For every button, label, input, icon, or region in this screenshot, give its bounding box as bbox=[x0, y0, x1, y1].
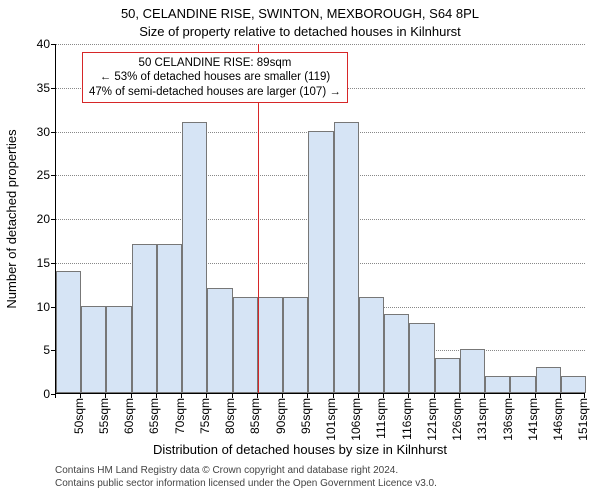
x-tick-mark bbox=[509, 394, 510, 398]
x-tick-mark bbox=[383, 394, 384, 398]
x-tick-label: 146sqm bbox=[551, 398, 565, 444]
chart-title-sub: Size of property relative to detached ho… bbox=[0, 24, 600, 39]
x-tick-mark bbox=[535, 394, 536, 398]
y-tick-label: 10 bbox=[20, 300, 50, 314]
attribution-text: Contains HM Land Registry data © Crown c… bbox=[55, 464, 585, 490]
x-tick-mark bbox=[232, 394, 233, 398]
histogram-bar bbox=[435, 358, 460, 393]
x-tick-label: 111sqm bbox=[374, 398, 388, 444]
attribution-line1: Contains HM Land Registry data © Crown c… bbox=[55, 464, 585, 477]
histogram-bar bbox=[106, 306, 131, 394]
histogram-bar bbox=[485, 376, 510, 394]
x-tick-mark bbox=[80, 394, 81, 398]
x-tick-mark bbox=[459, 394, 460, 398]
x-tick-mark bbox=[156, 394, 157, 398]
x-tick-label: 121sqm bbox=[425, 398, 439, 444]
chart-title-main: 50, CELANDINE RISE, SWINTON, MEXBOROUGH,… bbox=[0, 6, 600, 21]
x-tick-label: 70sqm bbox=[173, 398, 187, 444]
y-tick-mark bbox=[51, 307, 55, 308]
histogram-bar bbox=[283, 297, 308, 393]
histogram-bar bbox=[334, 122, 359, 393]
histogram-bar bbox=[384, 314, 409, 393]
x-tick-label: 151sqm bbox=[576, 398, 590, 444]
x-tick-mark bbox=[584, 394, 585, 398]
x-tick-mark bbox=[206, 394, 207, 398]
histogram-bar bbox=[409, 323, 434, 393]
y-tick-label: 20 bbox=[20, 212, 50, 226]
histogram-bar bbox=[132, 244, 157, 393]
x-tick-label: 116sqm bbox=[400, 398, 414, 444]
x-tick-mark bbox=[105, 394, 106, 398]
x-axis-label: Distribution of detached houses by size … bbox=[0, 442, 600, 457]
y-tick-mark bbox=[51, 88, 55, 89]
histogram-bar bbox=[81, 306, 106, 394]
x-tick-mark bbox=[257, 394, 258, 398]
histogram-bar bbox=[182, 122, 207, 393]
y-tick-label: 40 bbox=[20, 37, 50, 51]
annotation-line2: ← 53% of detached houses are smaller (11… bbox=[89, 70, 341, 84]
attribution-line2: Contains public sector information licen… bbox=[55, 477, 585, 490]
x-tick-mark bbox=[282, 394, 283, 398]
x-tick-mark bbox=[408, 394, 409, 398]
x-tick-mark bbox=[434, 394, 435, 398]
y-tick-mark bbox=[51, 44, 55, 45]
histogram-bar bbox=[561, 376, 586, 394]
y-tick-mark bbox=[51, 132, 55, 133]
x-tick-mark bbox=[55, 394, 56, 398]
x-tick-label: 95sqm bbox=[299, 398, 313, 444]
y-tick-mark bbox=[51, 175, 55, 176]
x-tick-label: 101sqm bbox=[324, 398, 338, 444]
histogram-bar bbox=[536, 367, 561, 393]
x-tick-label: 65sqm bbox=[147, 398, 161, 444]
x-tick-label: 90sqm bbox=[274, 398, 288, 444]
annotation-line3: 47% of semi-detached houses are larger (… bbox=[89, 85, 341, 99]
y-tick-label: 35 bbox=[20, 81, 50, 95]
x-tick-label: 60sqm bbox=[122, 398, 136, 444]
y-tick-mark bbox=[51, 263, 55, 264]
x-tick-label: 85sqm bbox=[248, 398, 262, 444]
histogram-bar bbox=[157, 244, 182, 393]
y-axis-label: Number of detached properties bbox=[4, 129, 19, 308]
y-tick-mark bbox=[51, 219, 55, 220]
x-tick-mark bbox=[484, 394, 485, 398]
x-tick-mark bbox=[307, 394, 308, 398]
x-tick-mark bbox=[131, 394, 132, 398]
x-tick-label: 136sqm bbox=[501, 398, 515, 444]
annotation-box: 50 CELANDINE RISE: 89sqm← 53% of detache… bbox=[82, 52, 348, 103]
y-tick-label: 30 bbox=[20, 125, 50, 139]
histogram-bar bbox=[207, 288, 232, 393]
histogram-bar bbox=[258, 297, 283, 393]
histogram-bar bbox=[56, 271, 81, 394]
y-tick-mark bbox=[51, 350, 55, 351]
y-tick-label: 0 bbox=[20, 387, 50, 401]
x-tick-mark bbox=[358, 394, 359, 398]
histogram-bar bbox=[510, 376, 535, 394]
x-tick-label: 75sqm bbox=[198, 398, 212, 444]
x-tick-mark bbox=[560, 394, 561, 398]
histogram-bar bbox=[308, 131, 333, 394]
x-tick-label: 106sqm bbox=[349, 398, 363, 444]
annotation-line1: 50 CELANDINE RISE: 89sqm bbox=[89, 56, 341, 70]
grid-line bbox=[56, 44, 585, 45]
x-tick-label: 50sqm bbox=[72, 398, 86, 444]
y-tick-label: 5 bbox=[20, 343, 50, 357]
x-tick-label: 131sqm bbox=[475, 398, 489, 444]
y-tick-label: 15 bbox=[20, 256, 50, 270]
x-tick-label: 80sqm bbox=[223, 398, 237, 444]
x-tick-mark bbox=[333, 394, 334, 398]
x-tick-label: 55sqm bbox=[97, 398, 111, 444]
histogram-bar bbox=[233, 297, 258, 393]
x-tick-mark bbox=[181, 394, 182, 398]
histogram-bar bbox=[359, 297, 384, 393]
y-tick-label: 25 bbox=[20, 168, 50, 182]
x-tick-label: 126sqm bbox=[450, 398, 464, 444]
histogram-bar bbox=[460, 349, 485, 393]
x-tick-label: 141sqm bbox=[526, 398, 540, 444]
